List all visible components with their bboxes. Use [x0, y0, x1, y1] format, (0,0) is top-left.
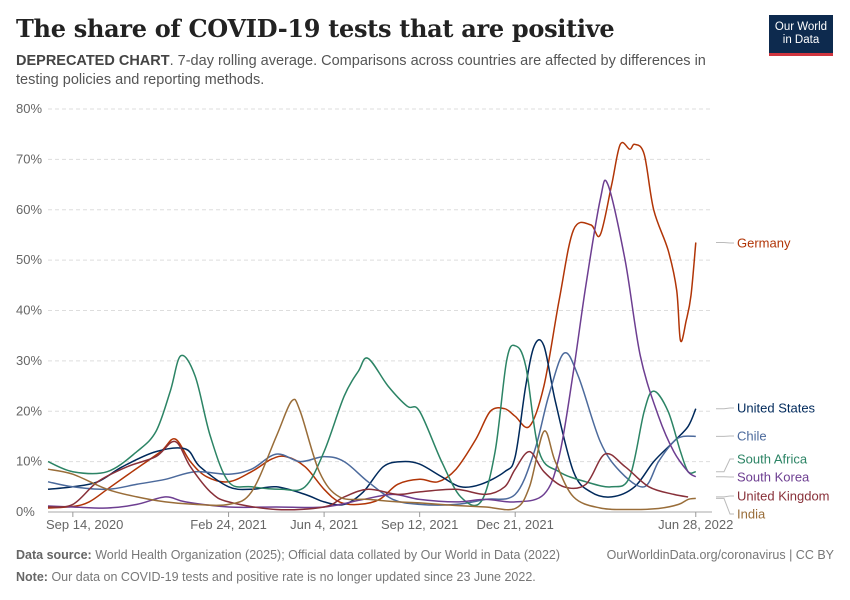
y-tick-label: 70%	[16, 151, 42, 166]
end-label-connector	[716, 242, 734, 244]
series-line-india	[47, 398, 696, 511]
deprecated-label: DEPRECATED CHART	[16, 53, 170, 69]
series-line-chile	[47, 351, 696, 506]
end-label-connector	[716, 495, 734, 498]
x-tick-label: Feb 24, 2021	[190, 517, 267, 532]
source-url[interactable]: OurWorldinData.org/coronavirus | CC BY	[606, 548, 834, 562]
chart-subtitle: DEPRECATED CHART. 7-day rolling average.…	[16, 52, 721, 90]
logo-line1: Our World	[774, 21, 828, 33]
owid-logo[interactable]: Our World in Data	[769, 15, 833, 56]
y-tick-label: 10%	[16, 454, 42, 469]
end-label-connector	[716, 458, 734, 473]
y-tick-label: 80%	[16, 101, 42, 116]
y-tick-label: 30%	[16, 353, 42, 368]
y-tick-label: 60%	[16, 202, 42, 217]
series-line-united-kingdom	[47, 440, 689, 511]
series-line-south-korea	[47, 179, 697, 509]
logo-line2: in Data	[782, 34, 820, 46]
end-label-united-states: United States	[737, 401, 816, 416]
note-label: Note:	[16, 570, 48, 584]
x-tick-label: Jun 4, 2021	[290, 517, 358, 532]
end-label-connector	[716, 497, 734, 515]
x-tick-label: Sep 14, 2020	[46, 517, 123, 532]
end-label-south-africa: South Africa	[737, 452, 808, 467]
x-tick-label: Sep 12, 2021	[381, 517, 458, 532]
y-tick-label: 50%	[16, 252, 42, 267]
end-label-united-kingdom: United Kingdom	[737, 489, 830, 504]
end-label-germany: Germany	[737, 236, 791, 251]
series-line-germany	[47, 141, 697, 509]
end-label-india: India	[737, 507, 766, 522]
source-text: World Health Organization (2025); Offici…	[95, 548, 561, 562]
x-tick-label: Jun 28, 2022	[658, 517, 733, 532]
y-tick-label: 0%	[16, 504, 35, 519]
footnote: Note: Our data on COVID-19 tests and pos…	[16, 570, 536, 584]
y-tick-label: 40%	[16, 303, 42, 318]
series-line-united-states	[47, 339, 697, 506]
y-tick-label: 20%	[16, 403, 42, 418]
end-label-connector	[716, 407, 734, 410]
source-note: Data source: World Health Organization (…	[16, 548, 560, 562]
x-tick-label: Dec 21, 2021	[477, 517, 554, 532]
note-text: Our data on COVID-19 tests and positive …	[51, 570, 536, 584]
subtitle-text: . 7-day rolling average. Comparisons acr…	[16, 53, 706, 88]
series-line-south-africa	[47, 344, 696, 507]
chart-title: The share of COVID-19 tests that are pos…	[16, 14, 615, 43]
source-label: Data source:	[16, 548, 92, 562]
end-label-south-korea: South Korea	[737, 470, 810, 485]
end-label-chile: Chile	[737, 429, 767, 444]
